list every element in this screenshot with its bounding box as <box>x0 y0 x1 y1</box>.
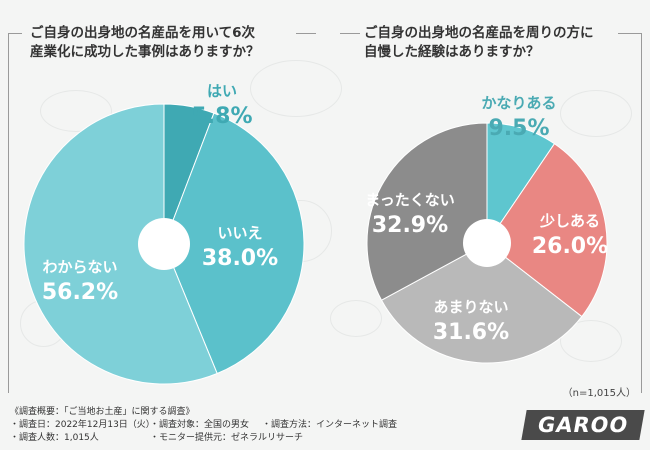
chart2-slice-value-2: 31.6% <box>433 320 509 345</box>
chart1-title: ご自身の出身地の名産品を用いて6次 産業化に成功した事例はありますか？ <box>30 25 260 60</box>
chart2-slice-label-0: かなりある <box>481 94 556 112</box>
pie-chart-1: はい 5.8% いいえ 38.0% わからない 56.2% <box>23 82 305 385</box>
chart2-slice-label-2: あまりない <box>433 298 508 316</box>
survey-count: ・調査人数：1,015人 <box>10 433 99 443</box>
chart1-slice-label-1: いいえ <box>217 224 262 242</box>
chart2-slice-value-1: 26.0% <box>532 234 608 259</box>
chart1-slice-label-2: わからない <box>42 258 117 276</box>
survey-date: ・調査日：2022年12月13日（火） <box>10 420 155 430</box>
chart1-slice-1 <box>163 112 305 375</box>
chart2-title: ご自身の出身地の名産品を周りの方に 自慢した経験はありますか？ <box>364 25 594 60</box>
chart2-slice-1 <box>486 143 608 318</box>
survey-method: ・調査方法：インターネット調査 <box>262 420 398 430</box>
chart2-slice-label-3: まったくない <box>365 191 454 209</box>
left-frame-top <box>8 33 22 34</box>
right-frame-top-right <box>618 33 642 34</box>
chart1-center-hole <box>138 218 190 270</box>
left-frame-top-right <box>296 33 316 34</box>
chart2-slice-value-3: 32.9% <box>372 213 448 238</box>
left-frame-side <box>8 33 9 393</box>
survey-provider: ・モニター提供元：ゼネラルリサーチ <box>150 433 304 443</box>
survey-footer: 《調査概要：「ご当地お土産」に関する調査》 ・調査日：2022年12月13日（火… <box>10 406 397 445</box>
background-doodle <box>560 90 632 137</box>
garoo-logo: GAROO <box>521 410 645 440</box>
chart2-slice-2 <box>380 242 583 364</box>
background-doodle <box>560 320 622 362</box>
survey-heading: 《調査概要：「ご当地お土産」に関する調査》 <box>10 407 195 417</box>
chart2-center-hole <box>463 219 511 267</box>
pie-chart-2: かなりある 9.5% 少しある 26.0% あまりない 31.6% まったくない 32.9% <box>365 94 608 364</box>
chart1-slice-label-0: はい <box>207 82 237 100</box>
right-frame-top <box>340 33 360 34</box>
chart2-slice-label-1: 少しある <box>539 212 600 230</box>
chart1-slice-2 <box>23 103 218 385</box>
background-doodle <box>330 300 382 337</box>
background-doodle <box>250 60 342 117</box>
chart1-slice-value-1: 38.0% <box>202 246 278 271</box>
chart1-slice-value-0: 5.8% <box>191 104 252 129</box>
right-frame-side <box>641 33 642 393</box>
chart1-slice-value-2: 56.2% <box>42 280 118 305</box>
background-doodle <box>40 90 112 132</box>
chart2-slice-3 <box>366 122 488 301</box>
chart2-slice-value-0: 9.5% <box>488 116 549 141</box>
sample-size-note: （n=1,015人） <box>562 388 636 399</box>
survey-target: ・調査対象：全国の男女 <box>150 420 250 430</box>
